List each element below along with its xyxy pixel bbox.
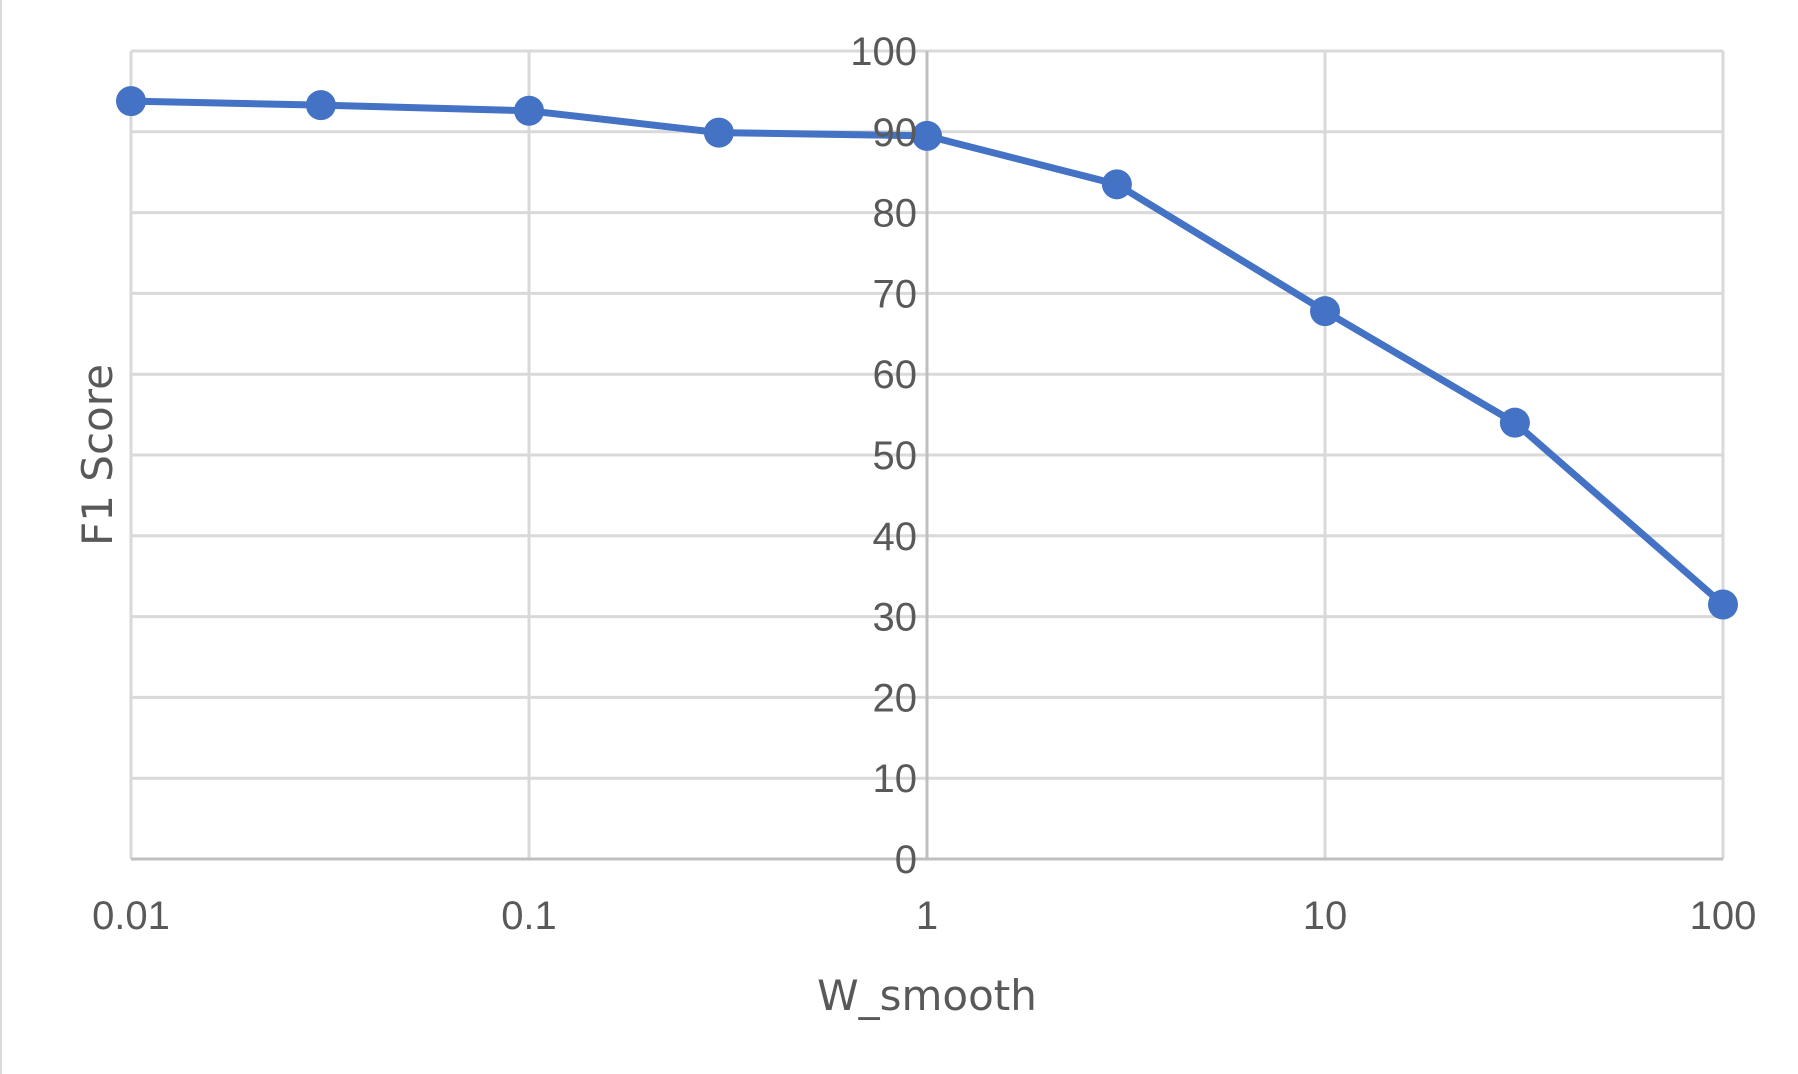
y-tick-label: 30 — [873, 596, 918, 640]
x-axis-title: W_smooth — [817, 971, 1037, 1020]
y-tick-label: 10 — [873, 757, 918, 801]
y-tick-label: 50 — [873, 434, 918, 478]
series-layer — [116, 86, 1738, 620]
data-point — [1310, 296, 1340, 327]
x-tick-label: 1 — [916, 894, 938, 938]
data-point — [1499, 407, 1530, 438]
x-tick-label: 0.1 — [501, 894, 557, 938]
y-tick-label: 100 — [850, 30, 917, 74]
y-axis-title: F1 Score — [73, 364, 122, 546]
y-tick-label: 20 — [873, 676, 918, 720]
x-tick-label: 0.01 — [92, 894, 170, 938]
data-point — [305, 90, 336, 121]
y-tick-label: 60 — [873, 353, 918, 397]
data-point — [1708, 589, 1738, 620]
y-tick-label: 90 — [873, 111, 918, 155]
y-tick-label: 40 — [873, 515, 918, 559]
y-tick-label: 80 — [873, 192, 918, 236]
data-point — [514, 95, 544, 126]
data-point — [1101, 169, 1132, 200]
y-tick-label: 70 — [873, 272, 918, 316]
data-point — [703, 117, 734, 148]
data-point — [116, 86, 146, 117]
y-tick-label: 0 — [895, 838, 917, 882]
axes — [131, 51, 1723, 861]
frame-edge — [0, 0, 2, 1074]
x-tick-label: 10 — [1303, 894, 1348, 938]
x-tick-label: 100 — [1690, 894, 1757, 938]
tick-labels: 0 10 20 30 40 50 60 70 80 90 100 0.01 0.1 1 10 100 — [92, 30, 1756, 938]
data-point — [912, 120, 942, 151]
